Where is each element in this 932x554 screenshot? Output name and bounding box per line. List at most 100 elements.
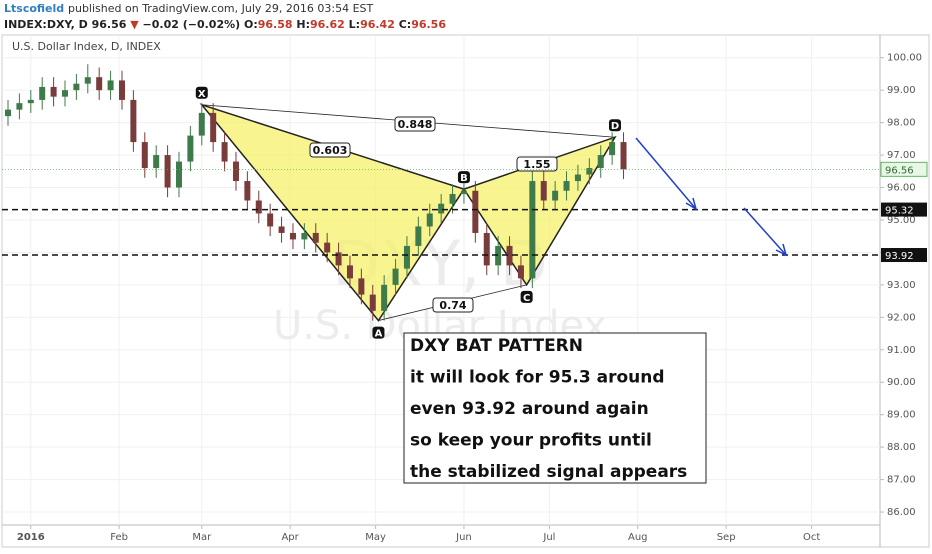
candle-body <box>392 268 399 285</box>
ohlc-label: H: <box>296 18 310 31</box>
point-badge <box>520 290 533 303</box>
candle-body <box>16 103 23 110</box>
candle-body <box>324 242 331 253</box>
ohlc-value: 96.42 <box>360 18 395 31</box>
candle-body <box>574 174 581 182</box>
down-arrow: ▼ <box>130 18 139 31</box>
candle-body <box>517 265 524 279</box>
candle-body <box>346 265 353 279</box>
note-line: it will look for 95.3 around <box>410 368 665 388</box>
y-tick-label: 88.00 <box>887 442 916 453</box>
y-tick-label: 86.00 <box>887 507 916 518</box>
candle-body <box>609 142 616 156</box>
candle-body <box>460 190 467 195</box>
candle-body <box>130 99 137 143</box>
candle-body <box>483 232 490 266</box>
y-tick-label: 90.00 <box>887 377 916 388</box>
ohlc-label: O: <box>244 18 258 31</box>
candle-body <box>244 181 251 201</box>
candle-body <box>84 77 91 84</box>
ratio-label: 0.603 <box>313 144 348 157</box>
candle-body <box>426 213 433 227</box>
point-label: B <box>460 173 468 184</box>
candle-body <box>335 252 342 266</box>
candle-body <box>358 278 365 295</box>
symbol-line: INDEX:DXY, D 96.56 ▼ −0.02 (−0.02%) O:96… <box>4 18 446 31</box>
candle-body <box>563 181 570 191</box>
candle-body <box>597 155 604 169</box>
candle-body <box>369 294 376 311</box>
x-tick-label: Sep <box>717 532 736 543</box>
candle-body <box>73 83 80 91</box>
y-tick-label: 89.00 <box>887 410 916 421</box>
candle-body <box>198 112 205 136</box>
ratio-badge <box>394 116 436 132</box>
x-tick-label: Jun <box>455 532 472 543</box>
candle-body <box>381 284 388 311</box>
x-tick-label: Aug <box>628 532 648 543</box>
y-tick-label: 96.00 <box>887 183 916 194</box>
candle-body <box>540 181 547 201</box>
candle-body <box>586 168 593 175</box>
point-badge <box>457 171 470 184</box>
x-tick-label: Feb <box>110 532 128 543</box>
candle-body <box>438 203 445 214</box>
ratio-label: 0.848 <box>398 118 433 131</box>
candle-body <box>552 190 559 201</box>
candle-body <box>141 142 148 169</box>
point-badge <box>608 119 621 132</box>
x-tick-label: Oct <box>803 532 820 543</box>
ohlc-value: 96.58 <box>258 18 293 31</box>
candle-body <box>61 90 68 97</box>
candle-body <box>278 226 285 233</box>
candle-body <box>27 99 34 104</box>
published: published on TradingView.com, July 29, 2… <box>68 2 374 15</box>
y-tick-label: 98.00 <box>887 118 916 129</box>
arrow <box>635 137 697 210</box>
level-badge <box>881 248 927 263</box>
y-tick-label: 93.00 <box>887 280 916 291</box>
y-tick-label: 92.00 <box>887 312 916 323</box>
ratio-badge <box>432 297 474 313</box>
note-line: DXY BAT PATTERN <box>410 336 583 356</box>
change: −0.02 (−0.02%) <box>143 18 241 31</box>
arrow-head <box>685 197 698 211</box>
candle-body <box>96 77 103 91</box>
note-box <box>403 332 707 484</box>
level-label: 93.92 <box>885 251 914 262</box>
ohlc-value: 96.62 <box>310 18 345 31</box>
candle-body <box>153 155 160 169</box>
chart-title: U.S. Dollar Index, D, INDEX <box>12 40 161 53</box>
ratio-badge <box>309 142 351 158</box>
x-tick-label: Jul <box>542 532 555 543</box>
header-line: Ltscofield published on TradingView.com,… <box>4 2 374 15</box>
candle-body <box>529 181 536 279</box>
candle-body <box>118 80 125 100</box>
candle-body <box>210 112 217 143</box>
candle-body <box>255 200 262 214</box>
candle-body <box>495 245 502 266</box>
y-tick-label: 100.00 <box>887 53 922 64</box>
point-label: X <box>198 89 206 100</box>
candle-body <box>415 226 422 246</box>
candle-body <box>175 161 182 188</box>
ratio-label: 0.74 <box>439 299 466 312</box>
candle-body <box>107 80 114 91</box>
y-tick-label: 91.00 <box>887 345 916 356</box>
author[interactable]: Ltscofield <box>4 2 64 15</box>
candle-body <box>289 232 296 240</box>
note-line: so keep your profits until <box>410 431 652 451</box>
candle-body <box>620 142 627 170</box>
x-tick-label: 2016 <box>17 532 45 543</box>
ohlc-label: L: <box>349 18 360 31</box>
candle-body <box>232 161 239 182</box>
symbol: INDEX:DXY, D <box>4 18 88 31</box>
ohlc-value: 96.56 <box>411 18 446 31</box>
point-badge <box>195 86 208 99</box>
chart-frame <box>1 34 930 548</box>
y-tick-label: 97.00 <box>887 150 916 161</box>
last-price-label: 96.56 <box>885 165 914 176</box>
ohlc-label: C: <box>399 18 411 31</box>
point-label: D <box>611 121 619 132</box>
candle-body <box>221 142 228 162</box>
